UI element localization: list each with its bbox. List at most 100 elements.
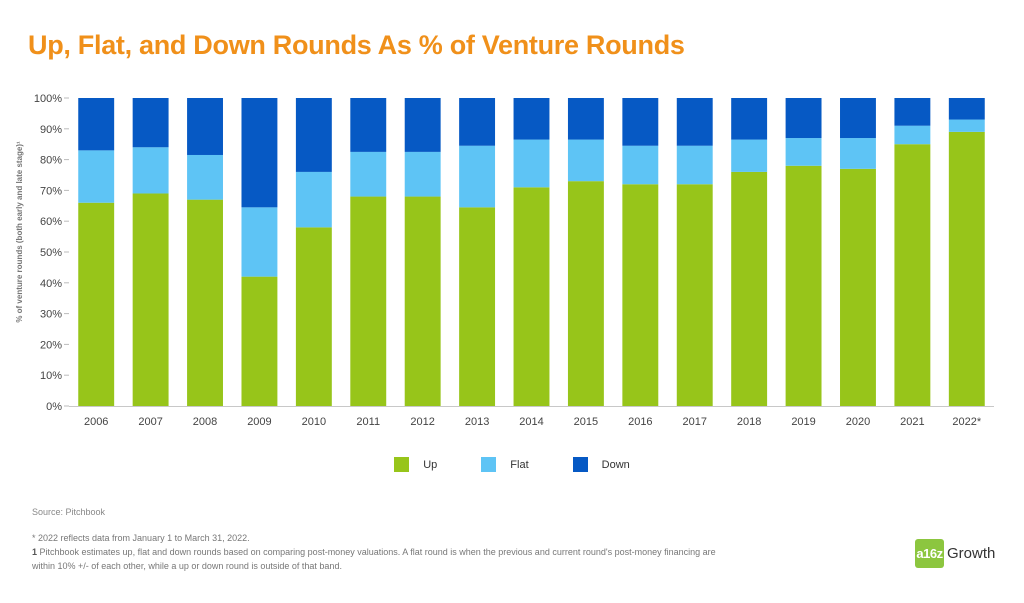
bar-up-2022 (948, 131, 985, 406)
x-tick-label: 2015 (574, 416, 598, 428)
bar-up-2006 (78, 202, 115, 406)
bar-flat-2022 (948, 119, 985, 132)
chart-title: Up, Flat, and Down Rounds As % of Ventur… (28, 30, 685, 60)
bar-down-2015 (567, 98, 604, 140)
x-tick-label: 2009 (247, 416, 271, 428)
legend: Up Flat Down (0, 457, 1024, 472)
y-tick-label: 100% (34, 93, 62, 105)
legend-swatch-up (394, 457, 410, 472)
x-tick-label: 2022* (952, 416, 981, 428)
y-tick-label: 90% (40, 124, 62, 136)
footnote-one-text: Pitchbook estimates up, flat and down ro… (32, 547, 716, 571)
bar-down-2022 (948, 98, 985, 120)
logo-badge: a16z (915, 539, 944, 568)
bar-flat-2019 (785, 138, 822, 166)
bar-up-2018 (731, 171, 768, 406)
x-axis: 2006 2007 2008 2009 2010 2011 2012 2013 2014 2015… (69, 406, 994, 428)
bar-flat-2013 (459, 145, 496, 208)
y-axis: 0% 10% 20% 30% 40% 50% 60% 70% 80% 90% 100% (34, 93, 69, 413)
bar-down-2011 (350, 98, 387, 152)
y-tick-label: 20% (40, 339, 62, 351)
legend-label-down: Down (601, 458, 630, 471)
bar-flat-2011 (350, 151, 387, 197)
bar-flat-2010 (295, 171, 332, 228)
bar-flat-2006 (78, 150, 115, 203)
legend-label-up: Up (423, 458, 438, 471)
bar-flat-2009 (241, 207, 278, 277)
bar-up-2011 (350, 196, 387, 406)
bar-up-2019 (785, 165, 822, 406)
bar-down-2010 (295, 98, 332, 172)
bar-up-2017 (676, 184, 713, 406)
x-tick-label: 2019 (791, 416, 815, 428)
footnote-one-mark: 1 (32, 547, 38, 557)
bar-flat-2021 (894, 125, 931, 145)
bar-flat-2014 (513, 139, 550, 188)
bar-flat-2008 (187, 154, 223, 200)
bar-down-2021 (894, 98, 931, 126)
x-tick-label: 2010 (302, 416, 326, 428)
y-tick-label: 80% (40, 155, 62, 167)
y-tick-label: 50% (40, 247, 62, 259)
y-tick-label: 0% (46, 401, 62, 413)
bar-flat-2016 (622, 145, 659, 185)
x-tick-label: 2008 (193, 416, 217, 428)
bar-down-2008 (187, 98, 223, 155)
bar-down-2013 (459, 98, 496, 146)
bar-up-2021 (894, 144, 931, 406)
bar-up-2009 (241, 276, 278, 406)
legend-item-flat: Flat (481, 457, 529, 472)
x-tick-label: 2007 (138, 416, 162, 428)
x-tick-label: 2012 (410, 416, 434, 428)
bar-up-2013 (459, 207, 496, 406)
bar-down-2009 (241, 98, 278, 208)
legend-swatch-down (572, 457, 588, 472)
x-tick-label: 2013 (465, 416, 489, 428)
bar-up-2020 (840, 168, 876, 406)
legend-item-down: Down (572, 457, 630, 472)
x-tick-label: 2021 (900, 416, 924, 428)
bar-down-2020 (840, 98, 876, 139)
bar-flat-2015 (567, 139, 604, 182)
bar-up-2014 (513, 187, 550, 406)
x-tick-label: 2018 (737, 416, 761, 428)
x-tick-label: 2011 (356, 416, 380, 428)
bar-down-2014 (513, 98, 550, 140)
bar-down-2019 (785, 98, 822, 139)
footnote-one: 1 Pitchbook estimates up, flat and down … (32, 545, 732, 573)
bar-up-2010 (295, 227, 332, 406)
bar-up-2016 (622, 184, 659, 406)
x-tick-label: 2020 (846, 416, 870, 428)
legend-item-up: Up (394, 457, 437, 472)
bar-flat-2017 (676, 145, 713, 185)
bar-flat-2007 (132, 147, 169, 194)
legend-swatch-flat (481, 457, 497, 472)
bar-down-2017 (676, 98, 713, 146)
source-note: Source: Pitchbook (32, 507, 106, 517)
legend-label-flat: Flat (510, 458, 529, 471)
bar-down-2018 (731, 98, 768, 140)
bar-down-2006 (78, 98, 115, 151)
y-tick-label: 70% (40, 185, 62, 197)
y-tick-label: 60% (40, 216, 62, 228)
y-tick-label: 40% (40, 278, 62, 290)
bar-down-2007 (132, 98, 169, 148)
x-tick-label: 2006 (84, 416, 108, 428)
bars (78, 98, 985, 406)
bar-up-2008 (187, 199, 223, 406)
bar-flat-2012 (404, 151, 441, 197)
y-axis-title: % of venture rounds (both early and late… (15, 141, 24, 323)
bar-up-2015 (567, 181, 604, 406)
bar-flat-2020 (840, 138, 876, 169)
x-tick-label: 2014 (519, 416, 543, 428)
y-tick-label: 30% (40, 309, 62, 321)
logo-text: Growth (947, 545, 996, 562)
a16z-growth-logo: a16z Growth (915, 539, 995, 568)
bar-down-2012 (404, 98, 441, 152)
bar-down-2016 (622, 98, 659, 146)
x-tick-label: 2017 (682, 416, 706, 428)
bar-flat-2018 (731, 139, 768, 172)
stacked-bar-chart: 0%10%20%30%40%50%60%70%80%90%100% 2006 20… (15, 93, 994, 428)
bar-up-2007 (132, 193, 169, 406)
x-tick-label: 2016 (628, 416, 652, 428)
